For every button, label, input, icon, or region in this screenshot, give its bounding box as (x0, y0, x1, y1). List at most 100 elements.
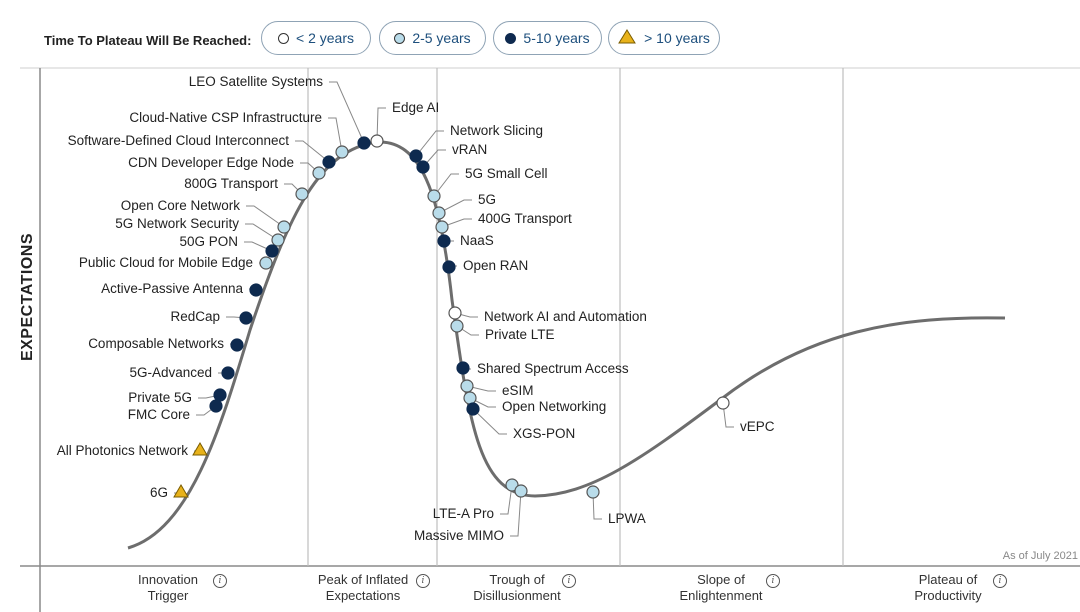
data-labels: Edge AI Network AI and Automation vEPC Publ… (57, 74, 775, 543)
point-5g-network-security[interactable] (271, 233, 285, 247)
point-shared-spectrum-access[interactable] (456, 361, 470, 375)
point-naas[interactable] (437, 234, 451, 248)
phase-peak: Peak of Inflated Expectations (304, 572, 422, 604)
leader-line (244, 241, 273, 252)
info-icon[interactable]: i (993, 574, 1007, 588)
label-naas: NaaS (460, 233, 494, 248)
point-vepc[interactable] (716, 396, 730, 410)
leader-line (510, 490, 522, 537)
point-vran[interactable] (416, 160, 430, 174)
phase-line1: Peak of Inflated (317, 572, 409, 587)
info-icon[interactable]: i (562, 574, 576, 588)
info-icon[interactable]: i (416, 574, 430, 588)
point-open-core-network[interactable] (277, 220, 291, 234)
point-cdn-developer-edge-node[interactable] (312, 166, 326, 180)
legend-pill-2to5: 2-5 years (379, 21, 486, 55)
label-cloud-native-csp-infrastructure: Cloud-Native CSP Infrastructure (129, 110, 322, 125)
legend-label: > 10 years (644, 30, 710, 46)
point-esim[interactable] (460, 379, 474, 393)
phase-slope: Slope of Enlightenment (666, 572, 776, 604)
label-redcap: RedCap (170, 309, 220, 324)
label-open-core-network: Open Core Network (121, 198, 241, 213)
legend-label: 2-5 years (412, 30, 471, 46)
legend-pill-5to10: 5-10 years (493, 21, 602, 55)
as-of-date: As of July 2021 (1002, 550, 1078, 562)
point-6g[interactable] (173, 484, 189, 498)
phase-line2: Trigger (147, 588, 189, 603)
phase-line2: Enlightenment (679, 588, 763, 603)
leader-line (592, 491, 602, 520)
label-active-passive-antenna: Active-Passive Antenna (101, 281, 243, 296)
point-network-slicing[interactable] (409, 149, 423, 163)
leader-line (438, 199, 472, 214)
point-400g-transport[interactable] (435, 220, 449, 234)
point-all-photonics-network[interactable] (192, 442, 208, 456)
y-axis-label: EXPECTATIONS (19, 232, 36, 362)
point-5g-small-cell[interactable] (427, 189, 441, 203)
point-active-passive-antenna[interactable] (249, 283, 263, 297)
point-network-ai-and-automation[interactable] (448, 306, 462, 320)
label-open-networking: Open Networking (502, 399, 606, 414)
label-6g: 6G (150, 485, 168, 500)
label-5g-advanced: 5G-Advanced (129, 365, 212, 380)
leader-line (295, 140, 330, 163)
point-redcap[interactable] (239, 311, 253, 325)
legend: Time To Plateau Will Be Reached: < 2 yea… (0, 20, 1080, 58)
label-software-defined-cloud-interconnect: Software-Defined Cloud Interconnect (68, 133, 290, 148)
white-circle-icon (278, 32, 289, 44)
point-xgs-pon[interactable] (466, 402, 480, 416)
point-massive-mimo[interactable] (514, 484, 528, 498)
label-edge-ai: Edge AI (392, 100, 439, 115)
label-composable-networks: Composable Networks (88, 336, 224, 351)
leader-line (415, 130, 444, 157)
label-private-5g: Private 5G (128, 390, 192, 405)
point-fmc-core[interactable] (209, 399, 223, 413)
label-public-cloud-for-mobile-edge: Public Cloud for Mobile Edge (79, 255, 253, 270)
info-icon[interactable]: i (766, 574, 780, 588)
y-axis-label-wrap: EXPECTATIONS (8, 218, 48, 378)
leader-line (245, 223, 279, 241)
phase-line1: Slope of (697, 572, 745, 587)
leader-line (328, 117, 343, 153)
legend-pill-lt2: < 2 years (261, 21, 371, 55)
point-lpwa[interactable] (586, 485, 600, 499)
leader-line (472, 408, 507, 435)
point-private-5g[interactable] (213, 388, 227, 402)
point-private-lte[interactable] (450, 319, 464, 333)
label-fmc-core: FMC Core (128, 407, 190, 422)
label-lte-a-pro: LTE-A Pro (433, 506, 494, 521)
info-icon[interactable]: i (213, 574, 227, 588)
point-edge-ai[interactable] (370, 134, 384, 148)
point-public-cloud-for-mobile-edge[interactable] (259, 256, 273, 270)
point-leo-satellite-systems[interactable] (357, 136, 371, 150)
point-cloud-native-csp-infrastructure[interactable] (335, 145, 349, 159)
point-5g[interactable] (432, 206, 446, 220)
point-800g-transport[interactable] (295, 187, 309, 201)
label-5g-small-cell: 5G Small Cell (465, 166, 548, 181)
navy-circle-icon (505, 32, 517, 44)
point-composable-networks[interactable] (230, 338, 244, 352)
hype-curve (127, 140, 1006, 550)
label-network-ai-and-automation: Network AI and Automation (484, 309, 647, 324)
label-5g: 5G (478, 192, 496, 207)
point-software-defined-cloud-interconnect[interactable] (322, 155, 336, 169)
legend-label: 5-10 years (523, 30, 590, 46)
label-private-lte: Private LTE (485, 327, 555, 342)
point-50g-pon[interactable] (265, 244, 279, 258)
legend-title: Time To Plateau Will Be Reached: (44, 33, 252, 48)
leader-line (329, 81, 365, 144)
phase-plateau: Plateau of Productivity (898, 572, 998, 604)
label-400g-transport: 400G Transport (478, 211, 572, 226)
point-open-ran[interactable] (442, 260, 456, 274)
label-leo-satellite-systems: LEO Satellite Systems (189, 74, 324, 89)
label-lpwa: LPWA (608, 511, 646, 526)
gold-triangle-icon (618, 29, 637, 47)
point-open-networking[interactable] (463, 391, 477, 405)
phase-line2: Disillusionment (473, 588, 561, 603)
label-vepc: vEPC (740, 419, 775, 434)
label-all-photonics-network: All Photonics Network (57, 443, 189, 458)
point-5g-advanced[interactable] (221, 366, 235, 380)
label-5g-network-security: 5G Network Security (115, 216, 239, 231)
point-lte-a-pro[interactable] (505, 478, 519, 492)
